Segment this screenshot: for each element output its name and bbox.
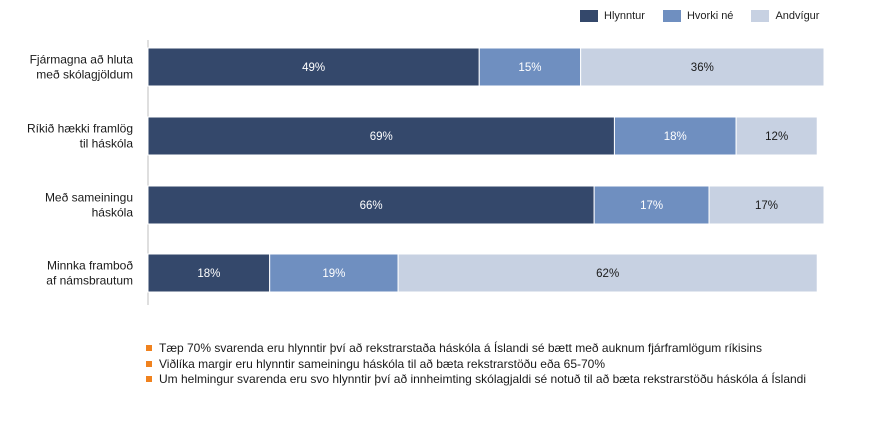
category-label: Minnka framboð af námsbrautum <box>46 259 133 288</box>
data-label: 12% <box>765 131 788 143</box>
legend-item-hvorki: Hvorki né <box>662 10 734 22</box>
legend-label-andvigur: Andvígur <box>775 10 820 22</box>
bullet-text: Um helmingur svarenda eru svo hlynntir þ… <box>159 372 807 386</box>
bullet-square-icon <box>146 360 152 367</box>
data-label: 15% <box>518 62 541 74</box>
data-label: 17% <box>755 200 778 212</box>
category-label: Með sameiningu háskóla <box>45 191 133 220</box>
data-label: 18% <box>664 131 687 143</box>
bullet-square-icon <box>146 376 152 382</box>
bullet-item: Um helmingur svarenda eru svo hlynntir þ… <box>146 372 858 388</box>
legend-item-hlynntur: Hlynntur <box>580 10 645 22</box>
legend: Hlynntur Hvorki né Andvígur <box>580 10 837 22</box>
bullet-text: Viðlíka margir eru hlynntir sameiningu h… <box>159 356 606 371</box>
data-label: 36% <box>691 62 714 74</box>
bullet-item: Tæp 70% svarenda eru hlynntir því að rek… <box>146 341 858 357</box>
bar-segment-andvigur <box>708 185 825 225</box>
data-label: 17% <box>640 200 663 212</box>
bar-segment-andvigur <box>735 116 818 156</box>
bullet-item: Viðlíka margir eru hlynntir sameiningu h… <box>146 357 858 373</box>
legend-swatch-hvorki <box>662 10 681 22</box>
legend-label-hvorki: Hvorki né <box>686 10 734 22</box>
bar-segment-hvorki <box>269 253 399 293</box>
bar-segment-andvigur <box>580 47 825 87</box>
bar-segment-hvorki <box>478 47 582 87</box>
bullet-text: Tæp 70% svarenda eru hlynntir því að rek… <box>159 341 762 355</box>
bullet-square-icon <box>146 345 152 351</box>
data-label: 69% <box>370 131 393 143</box>
category-label: Ríkið hækki framlög til háskóla <box>27 122 133 151</box>
legend-item-andvigur: Andvígur <box>751 10 819 22</box>
category-label: Fjármagna að hluta með skólagjöldum <box>30 53 134 82</box>
legend-swatch-andvigur <box>751 10 770 22</box>
bullet-list: Tæp 70% svarenda eru hlynntir því að rek… <box>146 341 858 388</box>
data-label: 18% <box>197 268 220 280</box>
bar-segment-hlynntur <box>147 253 271 293</box>
data-label: 49% <box>302 62 325 74</box>
legend-swatch-hlynntur <box>580 10 598 22</box>
legend-label-hlynntur: Hlynntur <box>604 10 645 22</box>
data-label: 19% <box>322 268 345 280</box>
bar-segment-andvigur <box>397 253 818 293</box>
data-label: 66% <box>360 200 383 212</box>
stacked-bar-chart: Fjármagna að hluta með skólagjöldum 49% 15%… <box>27 40 825 305</box>
data-label: 62% <box>596 268 619 280</box>
